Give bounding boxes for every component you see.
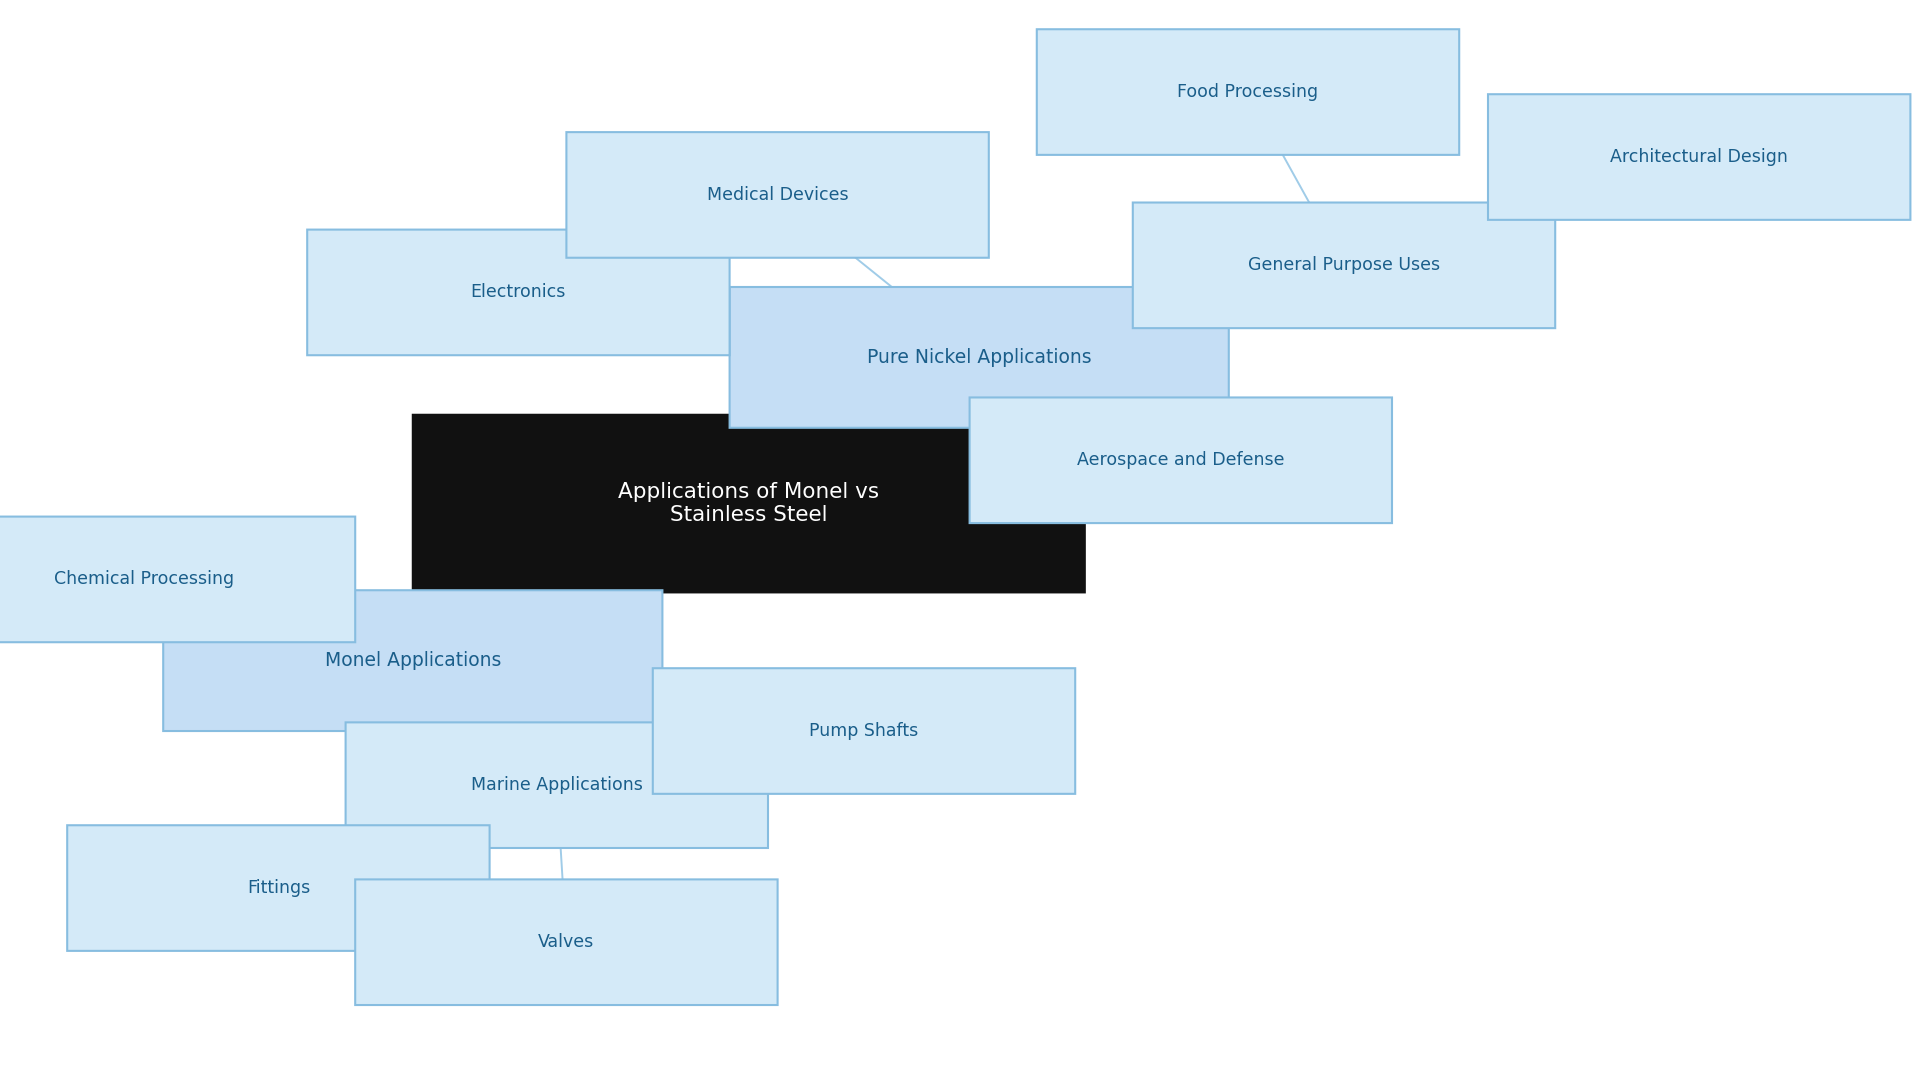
Text: Architectural Design: Architectural Design [1611, 148, 1788, 166]
FancyBboxPatch shape [1133, 203, 1555, 328]
Text: Fittings: Fittings [248, 879, 309, 897]
FancyBboxPatch shape [653, 668, 1075, 794]
Text: Applications of Monel vs
Stainless Steel: Applications of Monel vs Stainless Steel [618, 482, 879, 525]
Text: Marine Applications: Marine Applications [470, 777, 643, 794]
Text: Medical Devices: Medical Devices [707, 186, 849, 204]
FancyBboxPatch shape [0, 517, 355, 642]
FancyBboxPatch shape [67, 825, 490, 951]
FancyBboxPatch shape [1488, 94, 1910, 220]
Text: Aerospace and Defense: Aerospace and Defense [1077, 452, 1284, 469]
FancyBboxPatch shape [730, 287, 1229, 428]
Text: Monel Applications: Monel Applications [324, 651, 501, 670]
Text: Valves: Valves [538, 934, 595, 951]
FancyBboxPatch shape [970, 397, 1392, 523]
FancyBboxPatch shape [307, 230, 730, 355]
FancyBboxPatch shape [413, 415, 1085, 592]
FancyBboxPatch shape [346, 722, 768, 848]
Text: Pump Shafts: Pump Shafts [810, 722, 918, 740]
FancyBboxPatch shape [163, 590, 662, 731]
Text: General Purpose Uses: General Purpose Uses [1248, 257, 1440, 274]
Text: Electronics: Electronics [470, 284, 566, 301]
Text: Food Processing: Food Processing [1177, 83, 1319, 101]
Text: Chemical Processing: Chemical Processing [54, 571, 234, 588]
FancyBboxPatch shape [566, 132, 989, 258]
FancyBboxPatch shape [1037, 29, 1459, 155]
FancyBboxPatch shape [355, 879, 778, 1005]
Text: Pure Nickel Applications: Pure Nickel Applications [868, 348, 1091, 367]
